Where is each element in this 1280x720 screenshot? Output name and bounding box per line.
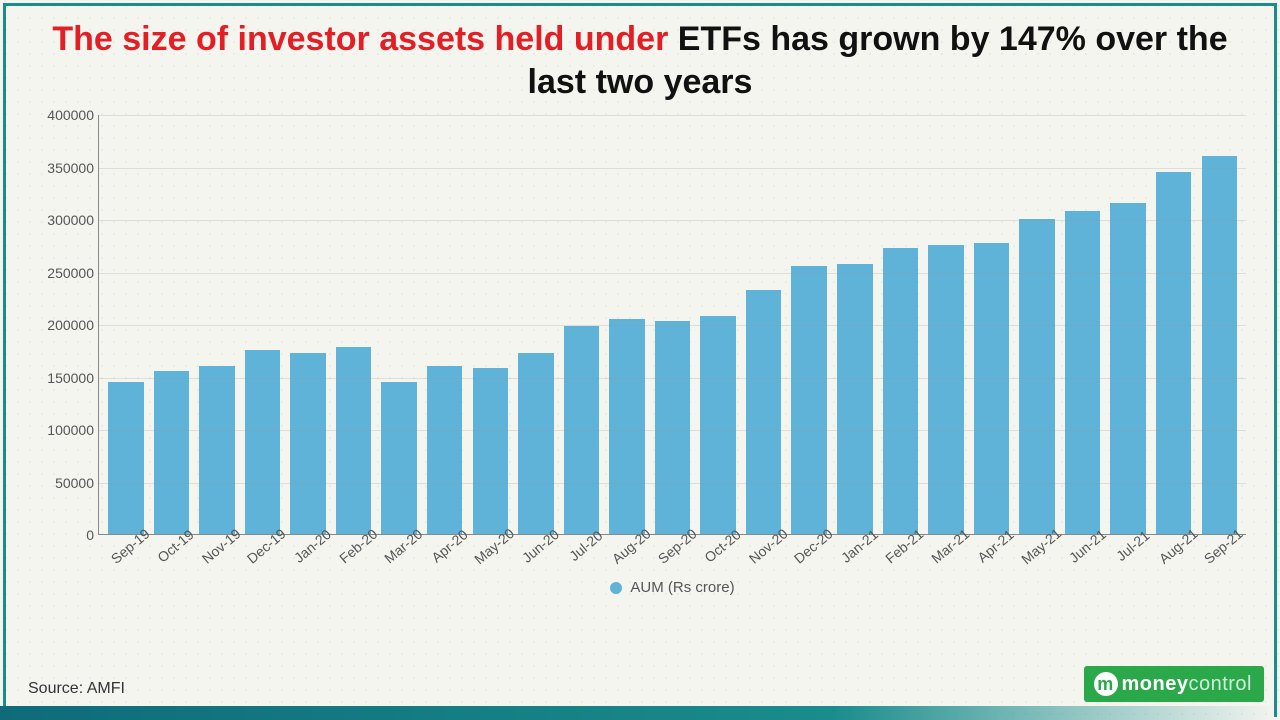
brand-logo: m moneycontrol (1084, 666, 1265, 702)
source-text: Source: AMFI (28, 680, 125, 698)
bar (791, 266, 827, 534)
brand-name-1: money (1122, 673, 1189, 696)
y-tick-label: 200000 (34, 317, 94, 333)
legend: AUM (Rs crore) (99, 579, 1246, 596)
bar (427, 366, 463, 534)
y-tick-label: 150000 (34, 370, 94, 386)
legend-dot-icon (610, 582, 622, 594)
bar (518, 353, 554, 534)
bar (746, 290, 782, 534)
y-tick-label: 300000 (34, 212, 94, 228)
chart-title: The size of investor assets held under E… (0, 0, 1280, 113)
bar (700, 316, 736, 534)
bar (336, 347, 372, 534)
grid-line (99, 273, 1246, 274)
grid-line (99, 168, 1246, 169)
bar (837, 264, 873, 534)
bar (655, 321, 691, 534)
grid-line (99, 115, 1246, 116)
grid-line (99, 430, 1246, 431)
y-tick-label: 0 (34, 527, 94, 543)
bar (154, 371, 190, 534)
bar (1019, 219, 1055, 534)
y-tick-label: 50000 (34, 475, 94, 491)
bar (1202, 156, 1238, 534)
bar (1156, 172, 1192, 534)
grid-line (99, 483, 1246, 484)
bar (974, 243, 1010, 534)
bar (1065, 211, 1101, 534)
grid-line (99, 325, 1246, 326)
bar (883, 248, 919, 534)
bar (199, 366, 235, 534)
brand-badge-icon: m (1094, 672, 1118, 696)
bar (928, 245, 964, 534)
grid-line (99, 378, 1246, 379)
bar (290, 353, 326, 534)
title-highlight: The size of investor assets held under (52, 20, 668, 58)
y-tick-label: 400000 (34, 107, 94, 123)
legend-label: AUM (Rs crore) (630, 579, 734, 596)
y-tick-label: 350000 (34, 160, 94, 176)
y-tick-label: 250000 (34, 265, 94, 281)
bar (609, 319, 645, 534)
brand-name-2: control (1188, 673, 1252, 696)
bar (473, 368, 509, 534)
bar (381, 382, 417, 534)
bottom-accent-strip (0, 706, 1280, 720)
bar (1110, 203, 1146, 534)
y-tick-label: 100000 (34, 422, 94, 438)
grid-line (99, 220, 1246, 221)
chart-area: 0 50000 100000 150000 200000 250000 300000 3500… (30, 115, 1250, 615)
bar (108, 382, 144, 534)
plot-region: Sep-19Oct-19Nov-19Dec-19Jan-20Feb-20Mar-… (98, 115, 1246, 535)
